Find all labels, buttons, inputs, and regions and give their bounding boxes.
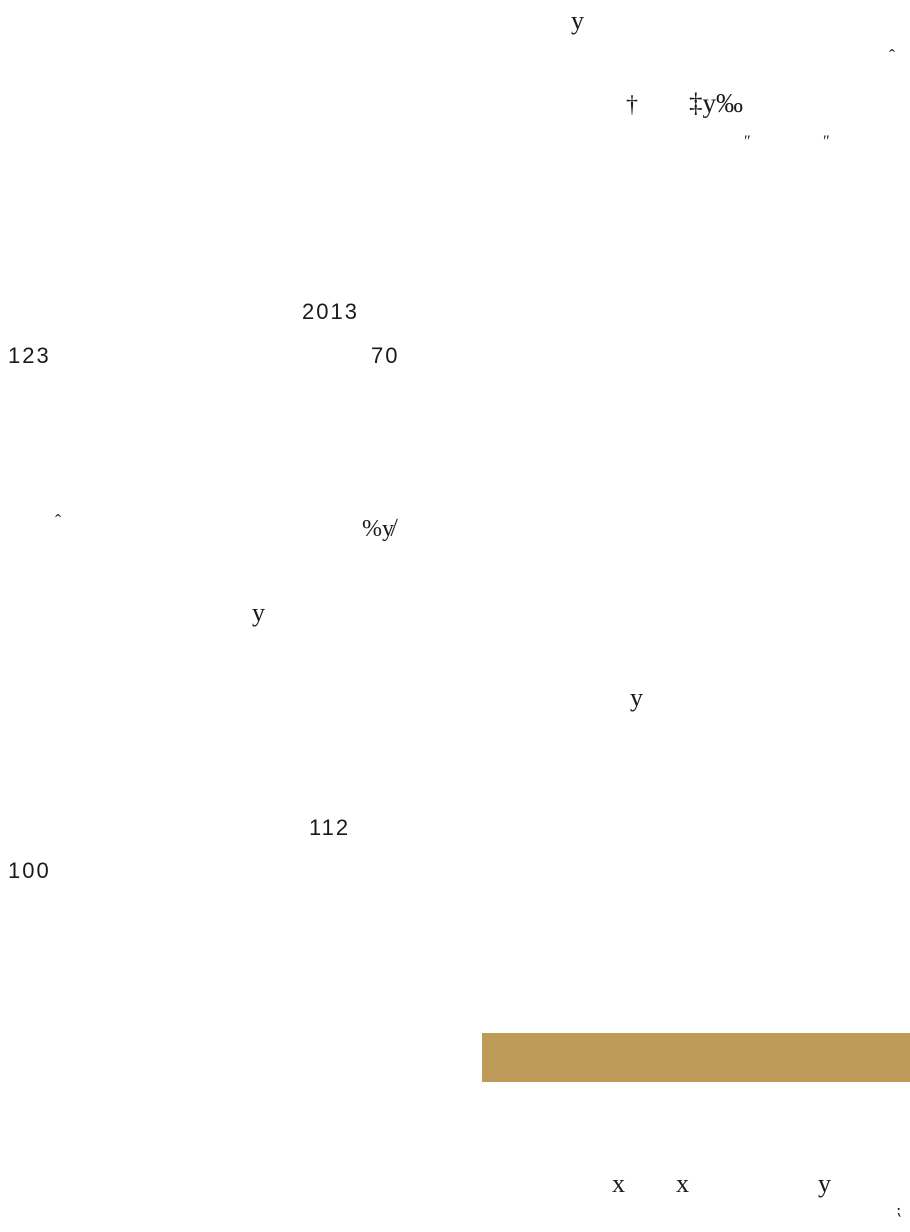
corner-mark-glyph: ⁏ [896, 1202, 902, 1219]
bottom-y-glyph: y [818, 1169, 831, 1198]
top-y-glyph: y [571, 6, 584, 35]
number-70: 70 [371, 343, 400, 368]
top-caret-glyph: ˆ [889, 46, 895, 66]
mid-caret-glyph: ˆ [55, 511, 61, 531]
quote-right-glyph: ″ [822, 133, 829, 150]
number-100: 100 [8, 858, 51, 883]
dagger-glyph: † [626, 92, 638, 118]
number-123: 123 [8, 343, 51, 368]
bottom-x-glyph-2: x [676, 1169, 689, 1198]
mid-y-glyph: y [252, 598, 265, 627]
number-112: 112 [309, 815, 351, 840]
bottom-x-glyph-1: x [612, 1169, 625, 1198]
percent-y-glyphs: %y̸ [362, 516, 394, 542]
accent-band [482, 1033, 910, 1082]
right-y-glyph: y [630, 683, 643, 712]
quote-left-glyph: ″ [743, 133, 750, 150]
ddagger-y-permille-glyphs: ‡y‰ [689, 88, 743, 118]
year-number: 2013 [302, 299, 359, 324]
